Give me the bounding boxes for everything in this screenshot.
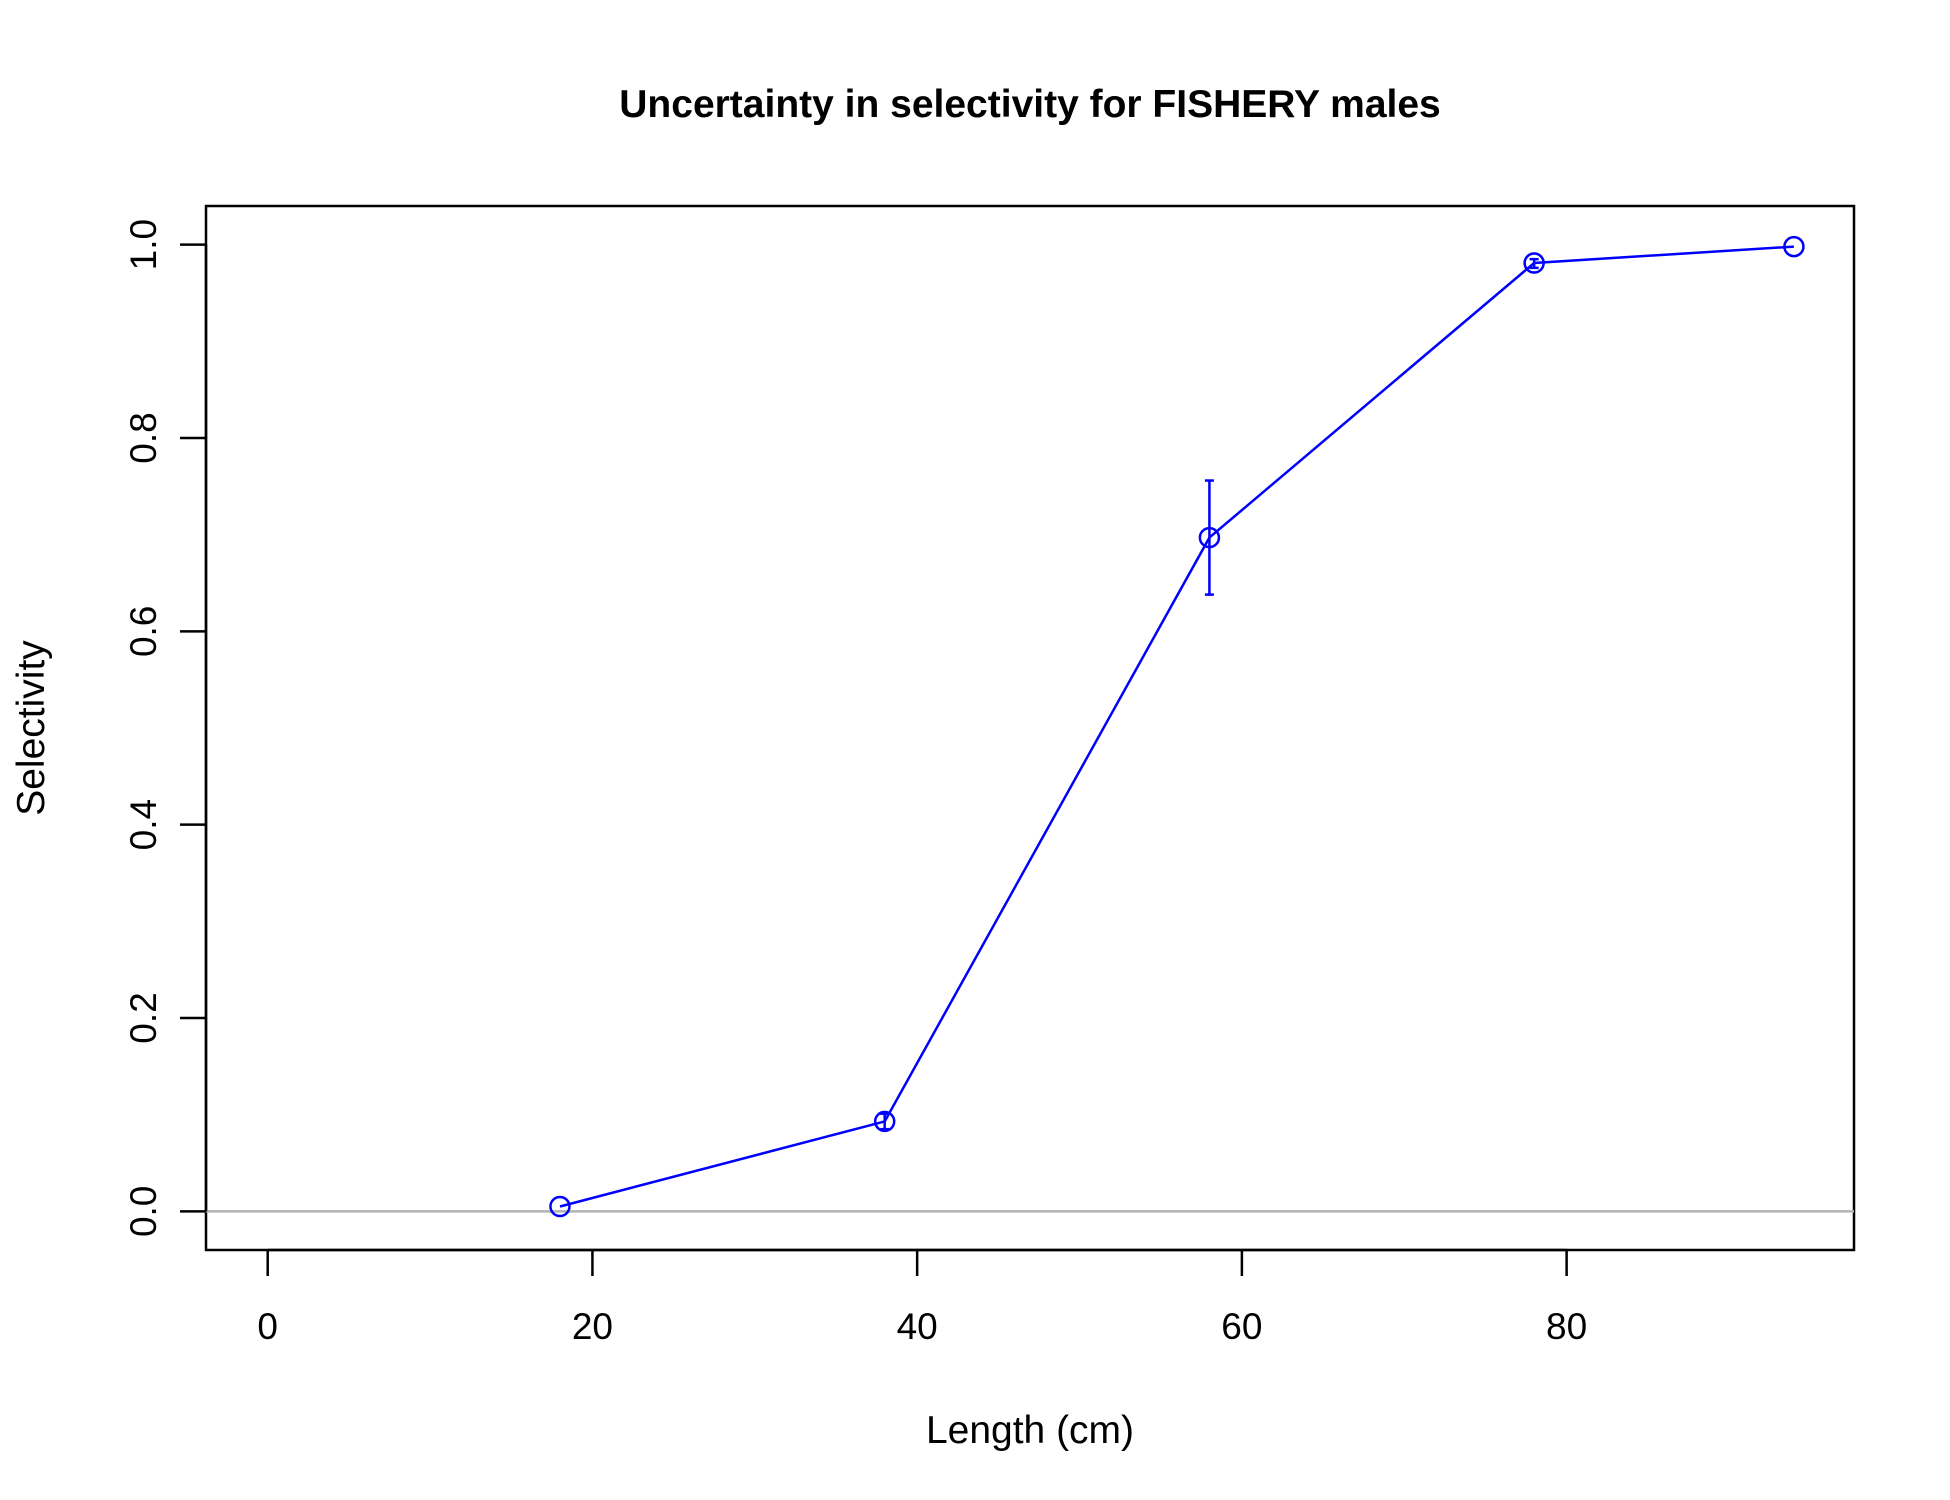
y-tick-label: 1.0: [123, 219, 164, 270]
data-point: [549, 1195, 571, 1218]
y-tick-label: 0.2: [123, 992, 164, 1043]
y-tick-label: 0.0: [123, 1186, 164, 1237]
x-tick-label: 60: [1221, 1306, 1262, 1347]
x-axis-label: Length (cm): [926, 1409, 1134, 1452]
chart-title: Uncertainty in selectivity for FISHERY m…: [619, 83, 1440, 126]
y-tick-label: 0.6: [123, 606, 164, 657]
selectivity-line: [559, 245, 1794, 1208]
plot-frame: [204, 204, 1856, 1252]
y-tick-label: 0.8: [123, 412, 164, 463]
x-tick-label: 80: [1546, 1306, 1587, 1347]
data-point: [1783, 235, 1805, 258]
data-point: [1198, 526, 1221, 549]
data-point: [873, 1110, 896, 1133]
data-point: [1523, 252, 1545, 274]
y-tick-label: 0.4: [123, 799, 164, 850]
x-tick-label: 20: [572, 1306, 613, 1347]
x-tick-label: 40: [897, 1306, 938, 1347]
y-axis-label: Selectivity: [10, 640, 53, 816]
x-tick-label: 0: [257, 1306, 278, 1347]
